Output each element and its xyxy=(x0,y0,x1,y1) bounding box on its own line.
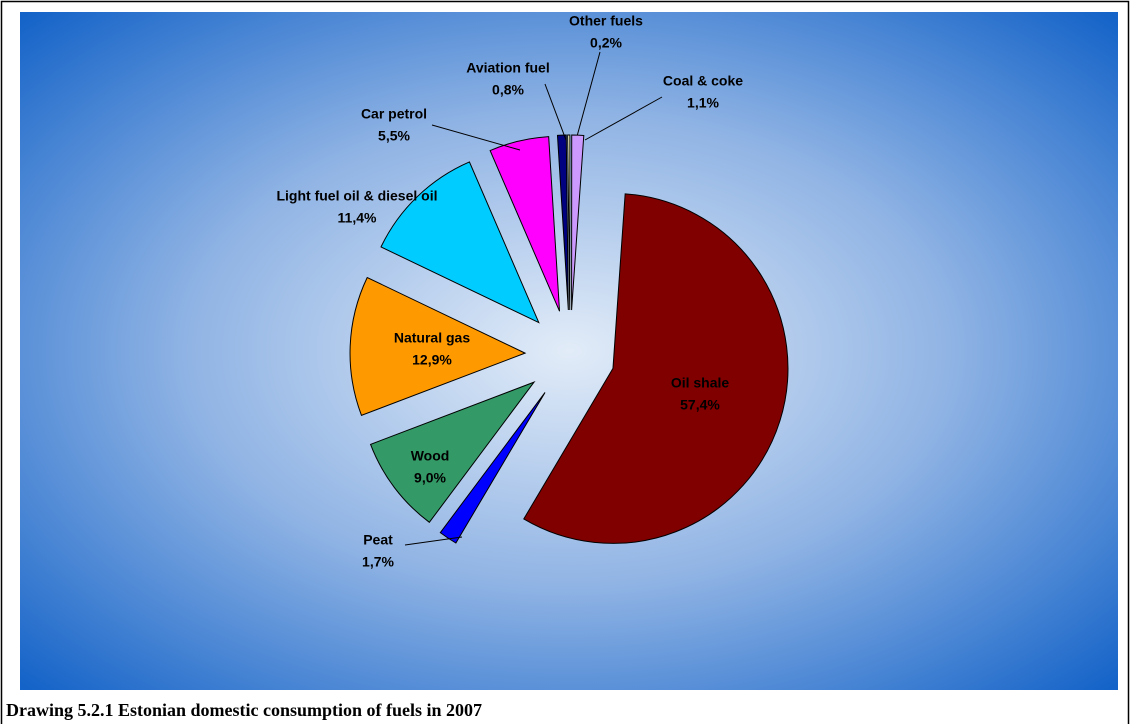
pie-slice xyxy=(567,134,571,311)
pie-slice xyxy=(489,136,561,312)
leader-line xyxy=(404,536,463,546)
slice-value-label: 1,1% xyxy=(687,95,719,111)
slice-label: Other fuels xyxy=(569,13,643,29)
slice-label: Peat xyxy=(363,532,393,548)
slice-label: Aviation fuel xyxy=(466,60,550,76)
pie-slice xyxy=(380,161,540,324)
slice-value-label: 11,4% xyxy=(338,210,377,226)
pie-slice xyxy=(571,134,585,311)
pie-slice xyxy=(369,381,536,524)
slice-label: Natural gas xyxy=(394,330,470,346)
slice-label: Light fuel oil & diesel oil xyxy=(276,188,437,204)
pie-slice xyxy=(349,276,527,417)
pie-slice xyxy=(439,392,546,544)
leader-line xyxy=(544,83,567,141)
caption: Drawing 5.2.1 Estonian domestic consumpt… xyxy=(6,700,482,720)
pie-slice xyxy=(556,134,569,311)
slice-value-label: 0,8% xyxy=(492,82,524,98)
slice-value-label: 5,5% xyxy=(378,128,410,144)
slice-value-label: 57,4% xyxy=(680,397,720,413)
plot-area xyxy=(20,12,1118,690)
slice-value-label: 9,0% xyxy=(414,470,446,486)
slice-value-label: 0,2% xyxy=(590,35,622,51)
slice-label: Wood xyxy=(411,448,450,464)
slice-value-label: 1,7% xyxy=(362,554,394,570)
slice-label: Car petrol xyxy=(361,106,427,122)
slice-label: Oil shale xyxy=(671,375,730,391)
leader-line xyxy=(584,96,663,141)
slice-label: Coal & coke xyxy=(663,73,743,89)
slice-value-label: 12,9% xyxy=(412,352,452,368)
leader-line xyxy=(431,124,521,151)
leader-line xyxy=(575,51,601,141)
pie-slice xyxy=(523,193,789,544)
